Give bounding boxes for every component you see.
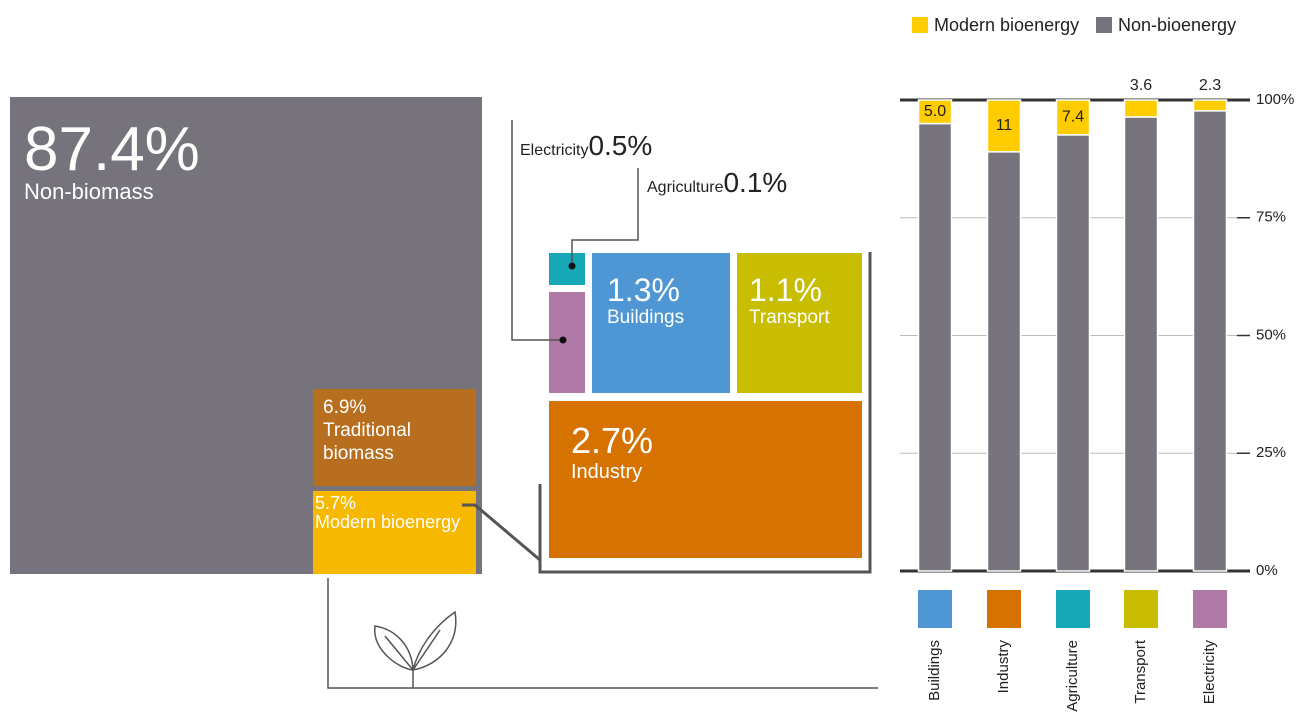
value-label: 3.6: [1130, 77, 1152, 94]
box-label: 2.7% Industry: [571, 421, 653, 483]
legend-label: Modern bioenergy: [934, 15, 1079, 35]
bar-segment: [1123, 99, 1159, 118]
leaf-icon: [374, 610, 457, 688]
category-label: Traditional biomass: [323, 419, 412, 464]
bar-segment: [1055, 134, 1091, 572]
treemap-box: 5.7% Modern bioenergy: [313, 491, 476, 574]
category-label: Transport: [749, 307, 830, 329]
breakdown-box: [549, 292, 585, 393]
value-label: 2.3: [1199, 77, 1221, 94]
x-tick-label: Electricity: [1201, 640, 1218, 705]
value-label: 11: [996, 117, 1013, 134]
treemap-box: 6.9% Traditional biomass: [313, 389, 476, 486]
breakdown-box: 1.1% Transport: [737, 253, 862, 393]
breakdown-box: [549, 253, 585, 285]
legend-swatch: [1096, 17, 1112, 33]
y-tick-label: 0%: [1256, 562, 1278, 579]
x-tick-label: Agriculture: [1064, 640, 1081, 712]
leader-dot: [559, 336, 567, 344]
category-label: Buildings: [607, 307, 685, 329]
category-icon: [987, 590, 1021, 628]
leader-line: [511, 120, 563, 341]
bar-segment: [1123, 116, 1159, 572]
base-line: [327, 578, 878, 689]
bar-segment: [917, 99, 953, 125]
category-label: Modern bioenergy: [315, 511, 461, 532]
category-icon: [1124, 590, 1158, 628]
value-label: 1.1%: [749, 272, 822, 308]
category-icon: [1193, 590, 1227, 628]
bar-segment: [986, 99, 1022, 153]
leader-dot: [568, 262, 576, 270]
x-tick-label: Industry: [995, 640, 1012, 694]
y-tick-label: 100%: [1256, 91, 1294, 108]
breakdown-box: 2.7% Industry: [549, 401, 862, 558]
value-label: 6.9%: [323, 397, 367, 418]
y-tick-label: 25%: [1256, 444, 1286, 461]
x-tick-label: Buildings: [926, 640, 943, 701]
value-label: 5.7%: [315, 493, 357, 513]
value-label: 0.5%: [588, 130, 653, 161]
callout: [462, 503, 542, 572]
bar-segment: [1192, 99, 1228, 112]
bar-segment: [1055, 99, 1091, 136]
box-label: 1.3% Buildings: [607, 272, 685, 329]
legend-label: Non-bioenergy: [1118, 15, 1236, 35]
value-label: 1.3%: [607, 272, 680, 308]
leader-line: [571, 168, 639, 266]
bar-segment: [1192, 110, 1228, 572]
callout-label: Electricity0.5%: [520, 130, 652, 162]
value-label: 7.4: [1062, 109, 1084, 126]
box-label: 87.4% Non-biomass: [24, 119, 478, 203]
value-label: 5.0: [924, 103, 946, 120]
bar-segment: [986, 151, 1022, 572]
value-label: 2.7%: [571, 420, 654, 461]
bar-segment: [917, 122, 953, 572]
value-label: 87.4%: [24, 115, 200, 184]
category-label: Industry: [571, 460, 643, 483]
category-icon: [918, 590, 952, 628]
category-label: Electricity: [520, 142, 589, 159]
category-icon: [1056, 590, 1090, 628]
x-tick-label: Transport: [1132, 639, 1149, 703]
y-tick-label: 75%: [1256, 209, 1286, 226]
y-tick-label: 50%: [1256, 326, 1286, 343]
value-label: 0.1%: [723, 167, 788, 198]
box-label: 1.1% Transport: [749, 272, 830, 329]
category-label: Agriculture: [647, 179, 724, 196]
frame: [538, 252, 872, 574]
box-label: 5.7% Modern bioenergy: [315, 494, 472, 532]
box-label: 6.9% Traditional biomass: [323, 397, 472, 465]
callout-label: Agriculture0.1%: [647, 167, 787, 199]
breakdown-box: 1.3% Buildings: [592, 253, 730, 393]
category-label: Non-biomass: [24, 179, 154, 204]
legend-swatch: [912, 17, 928, 33]
